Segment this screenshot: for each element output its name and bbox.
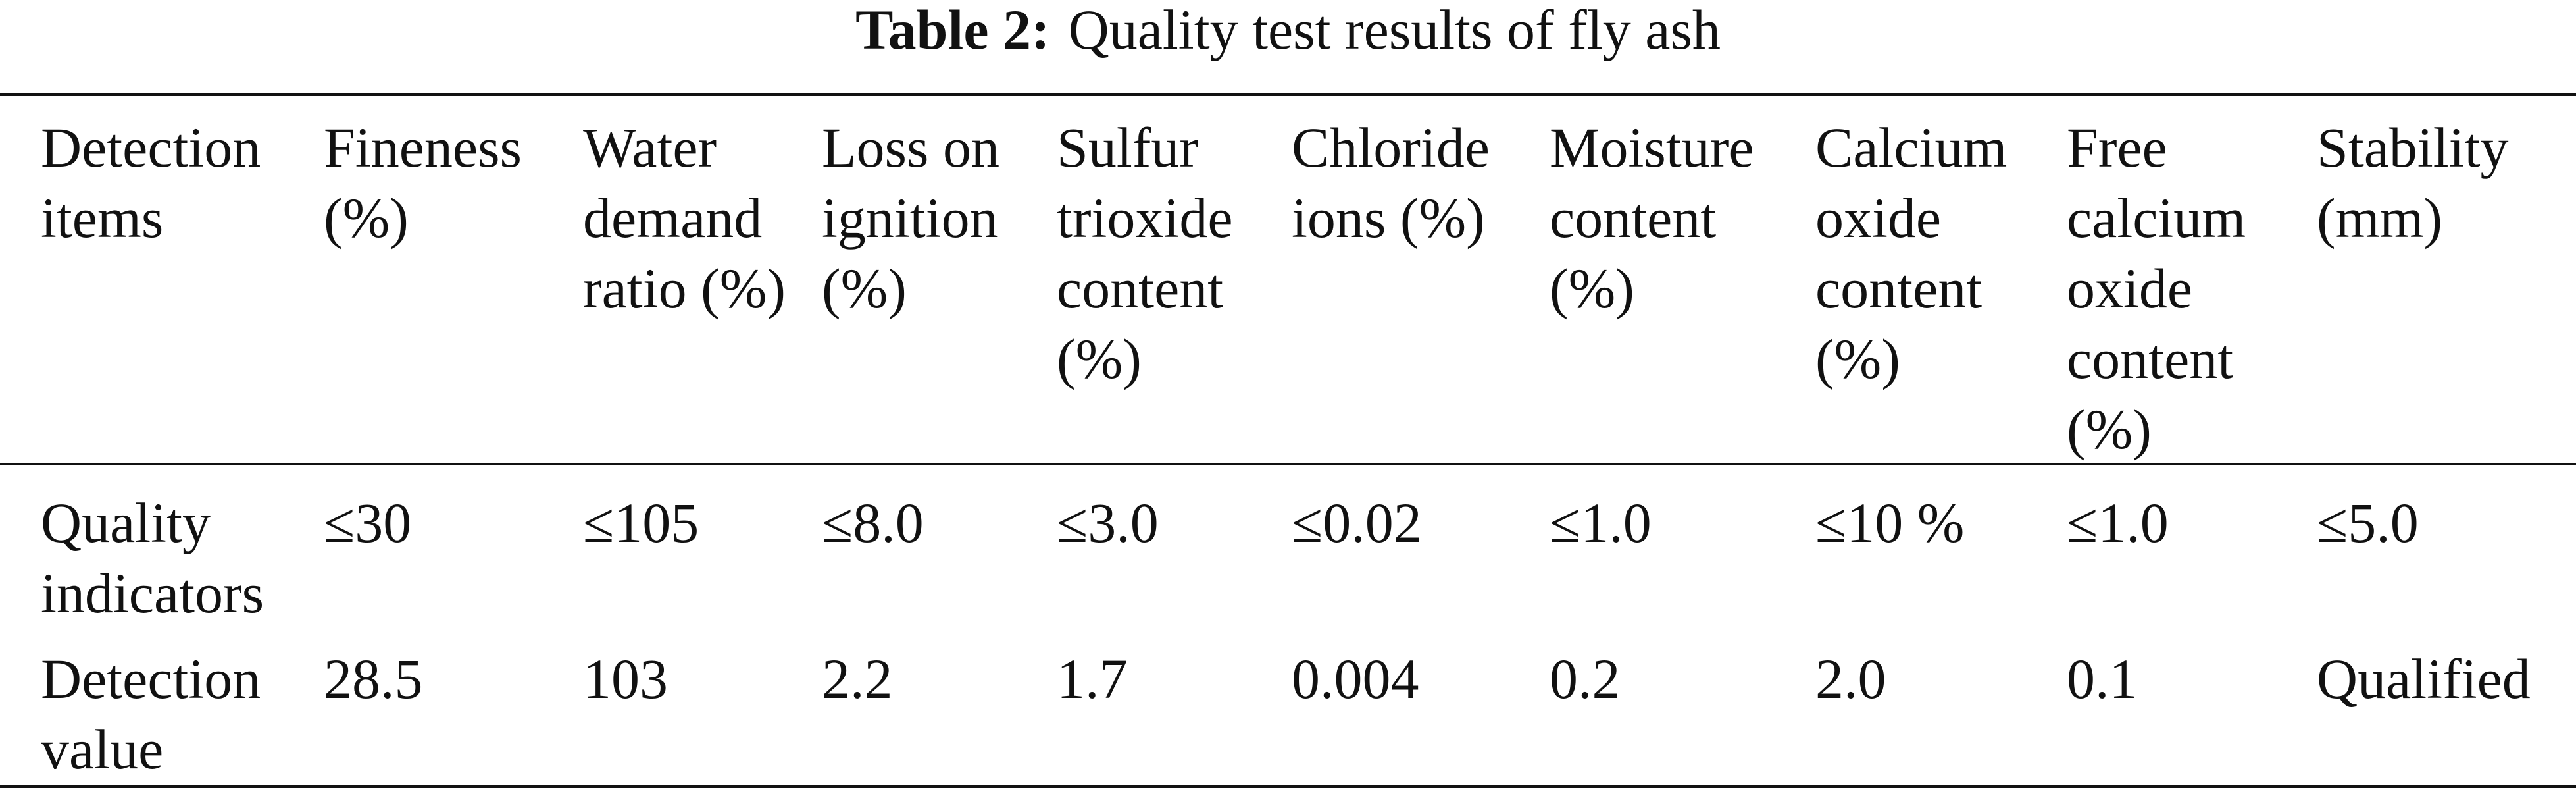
header-cell: Fineness (%) (324, 116, 522, 250)
table-cell: ≤1.0 (2067, 491, 2169, 554)
table-cell: 2.2 (822, 647, 893, 710)
header-cell: Calcium oxide content (%) (1815, 116, 2008, 390)
header-rule (0, 463, 2576, 465)
table-cell: ≤10 % (1815, 491, 1965, 554)
caption-label: Table 2: (855, 0, 1050, 61)
header-cell: Stability (mm) (2317, 116, 2509, 250)
header-cell: Moisture content (%) (1550, 116, 1754, 320)
table-cell: ≤0.02 (1292, 491, 1422, 554)
table-cell: 0.1 (2067, 647, 2138, 710)
table-cell: 0.004 (1292, 647, 1419, 710)
table-cell: Quality indicators (41, 491, 265, 625)
table-cell: Qualified (2317, 647, 2531, 710)
header-cell: Free calcium oxide content (%) (2067, 116, 2246, 461)
table-cell: ≤105 (583, 491, 699, 554)
header-cell: Loss on ignition (%) (822, 116, 999, 320)
header-cell: Detection items (41, 116, 261, 250)
table-cell: 103 (583, 647, 668, 710)
table-cell: ≤1.0 (1550, 491, 1652, 554)
table-cell: 28.5 (324, 647, 423, 710)
table-cell: Detection value (41, 647, 261, 781)
table-cell: 2.0 (1815, 647, 1886, 710)
table-cell: ≤3.0 (1057, 491, 1159, 554)
table-cell: ≤5.0 (2317, 491, 2419, 554)
table-cell: 0.2 (1550, 647, 1621, 710)
table-cell: ≤30 (324, 491, 412, 554)
top-rule (0, 93, 2576, 96)
table-caption: Table 2: Quality test results of fly ash (0, 0, 2576, 65)
header-cell: Sulfur trioxide content (%) (1057, 116, 1233, 390)
bottom-rule (0, 785, 2576, 788)
header-cell: Chloride ions (%) (1292, 116, 1490, 250)
table-cell: ≤8.0 (822, 491, 924, 554)
header-cell: Water demand ratio (%) (583, 116, 786, 320)
table-cell: 1.7 (1057, 647, 1128, 710)
caption-text: Quality test results of fly ash (1068, 0, 1721, 61)
